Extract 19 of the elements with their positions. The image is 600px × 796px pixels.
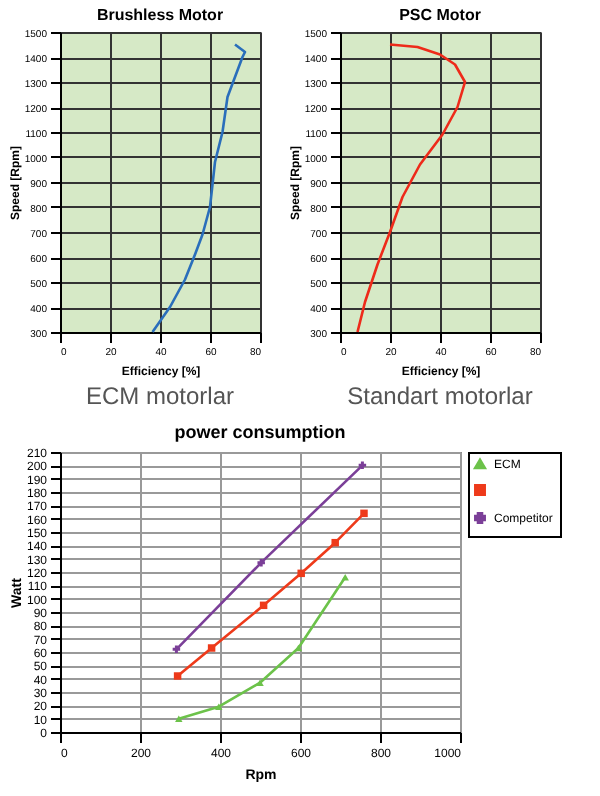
point bbox=[358, 461, 367, 470]
point bbox=[173, 672, 182, 680]
chart-title: PSC Motor bbox=[399, 6, 481, 24]
point bbox=[331, 538, 339, 547]
point bbox=[256, 679, 264, 686]
point bbox=[257, 558, 265, 567]
line-series bbox=[151, 43, 247, 334]
point bbox=[215, 703, 223, 710]
point bbox=[207, 644, 216, 652]
chart-title: Brushless Motor bbox=[96, 6, 224, 24]
text: ECM motorlar bbox=[85, 382, 235, 410]
point bbox=[360, 509, 368, 518]
point bbox=[341, 574, 349, 581]
point bbox=[175, 715, 183, 722]
text: Standart motorlar bbox=[347, 382, 533, 410]
chart-title: power consumption bbox=[174, 422, 346, 442]
point bbox=[172, 645, 181, 654]
point bbox=[297, 569, 305, 578]
line-series bbox=[356, 43, 467, 334]
